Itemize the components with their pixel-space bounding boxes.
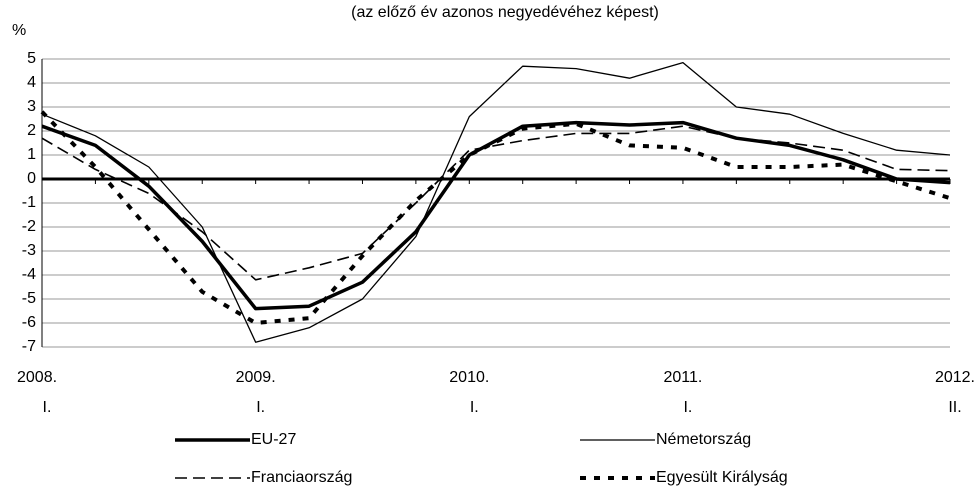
x-tick-sublabel: I. <box>43 399 52 416</box>
x-tick-sublabel: I. <box>256 399 265 416</box>
series-line <box>41 120 951 311</box>
series-line <box>40 110 951 325</box>
y-tick-label: 0 <box>27 170 36 187</box>
y-tick-label: 4 <box>27 74 36 91</box>
y-tick-label: -4 <box>22 266 36 283</box>
series-line <box>41 125 951 281</box>
y-tick-label: 2 <box>27 122 36 139</box>
x-tick-label: 2010. <box>449 369 489 386</box>
x-tick-sublabel: I. <box>683 399 692 416</box>
y-tick-label: 1 <box>27 146 36 163</box>
x-tick-sublabel: I. <box>470 399 479 416</box>
y-tick-label: -1 <box>22 194 36 211</box>
legend-label: EU-27 <box>251 431 296 448</box>
x-tick-label: 2011. <box>664 369 703 386</box>
legend-label: Egyesült Királyság <box>656 469 788 486</box>
chart-title: (az előző év azonos negyedévéhez képest) <box>351 4 659 21</box>
y-tick-label: 3 <box>27 98 36 115</box>
series-line <box>41 61 951 343</box>
y-tick-label: -3 <box>22 242 36 259</box>
legend-label: Németország <box>656 431 751 448</box>
y-tick-label: -7 <box>22 338 36 355</box>
y-axis-label: % <box>12 22 26 39</box>
legend-label: Franciaország <box>251 469 352 486</box>
x-tick-sublabel: II. <box>948 399 961 416</box>
x-tick-label: 2012. <box>935 369 975 386</box>
y-tick-label: -5 <box>22 290 36 307</box>
y-tick-label: -2 <box>22 218 36 235</box>
x-tick-label: 2009. <box>236 369 276 386</box>
x-tick-label: 2008. <box>17 369 57 386</box>
y-tick-label: 5 <box>27 50 36 67</box>
y-tick-label: -6 <box>22 314 36 331</box>
